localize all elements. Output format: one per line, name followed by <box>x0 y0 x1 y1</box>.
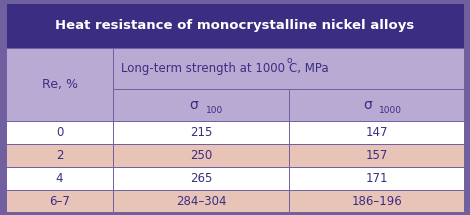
Text: 6–7: 6–7 <box>49 195 70 207</box>
Text: 186–196: 186–196 <box>351 195 402 207</box>
Bar <box>6 121 113 144</box>
Bar <box>6 190 113 212</box>
Text: 215: 215 <box>190 126 212 139</box>
Bar <box>289 167 464 190</box>
Bar <box>113 121 289 144</box>
Text: 1000: 1000 <box>379 106 402 115</box>
Bar <box>113 167 289 190</box>
Bar <box>6 48 113 121</box>
Text: σ: σ <box>190 98 198 112</box>
Bar <box>113 190 289 212</box>
Text: 100: 100 <box>206 106 223 115</box>
Bar <box>6 144 113 167</box>
Text: 4: 4 <box>56 172 63 185</box>
Text: Heat resistance of monocrystalline nickel alloys: Heat resistance of monocrystalline nicke… <box>55 19 415 32</box>
Text: 265: 265 <box>190 172 212 185</box>
Text: 147: 147 <box>365 126 388 139</box>
Bar <box>289 144 464 167</box>
Text: σ: σ <box>363 98 372 112</box>
Bar <box>289 121 464 144</box>
Text: Re, %: Re, % <box>41 78 78 91</box>
Text: 171: 171 <box>365 172 388 185</box>
Text: C, MPa: C, MPa <box>289 62 329 75</box>
Text: 250: 250 <box>190 149 212 162</box>
Bar <box>289 89 464 121</box>
Text: o: o <box>286 56 292 65</box>
Text: Long-term strength at 1000: Long-term strength at 1000 <box>121 62 289 75</box>
Bar <box>113 48 464 89</box>
Bar <box>6 167 113 190</box>
Text: 2: 2 <box>56 149 63 162</box>
Text: 157: 157 <box>366 149 388 162</box>
Bar <box>6 3 464 48</box>
Bar <box>113 89 289 121</box>
Bar <box>113 144 289 167</box>
Text: 284–304: 284–304 <box>176 195 227 207</box>
Bar <box>289 190 464 212</box>
Text: 0: 0 <box>56 126 63 139</box>
